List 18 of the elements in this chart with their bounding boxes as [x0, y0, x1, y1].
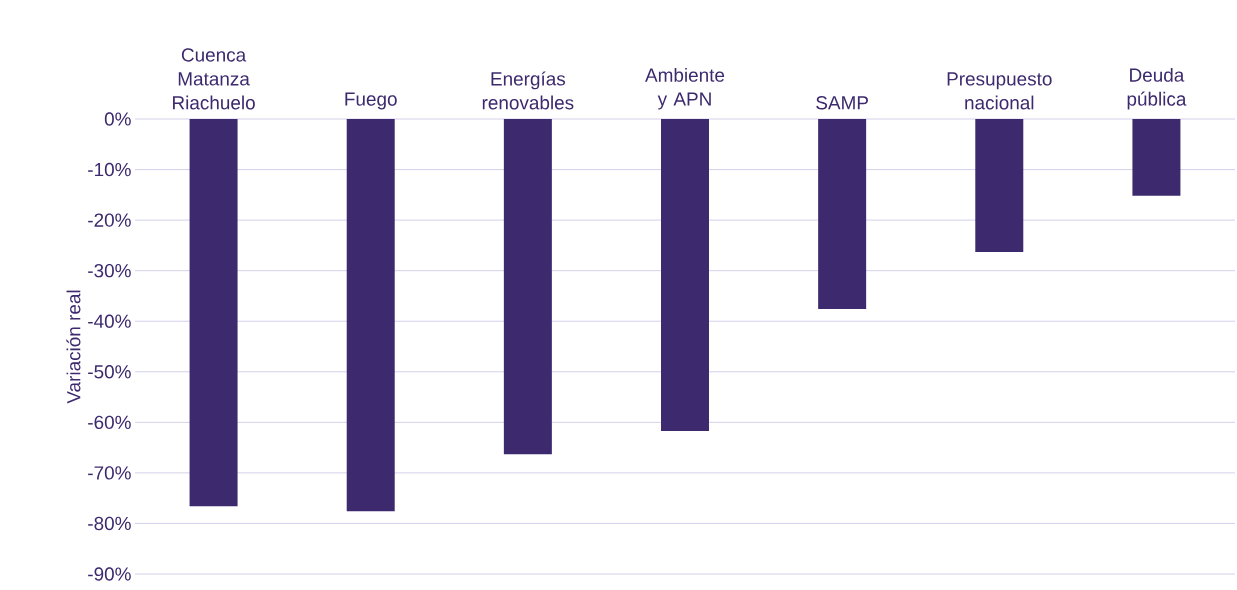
y-tick-label: -60%	[88, 415, 131, 430]
y-tick-label: -80%	[88, 516, 131, 531]
x-tick-label: Deuda pública	[1127, 67, 1187, 110]
x-tick-label: SAMP	[816, 96, 868, 110]
y-tick-label: -10%	[88, 162, 131, 177]
y-axis-title: Variación real	[66, 290, 81, 404]
x-tick-label: Ambiente y APN	[645, 67, 725, 110]
y-tick-label: -30%	[88, 263, 131, 278]
x-tick-label: Fuego	[345, 92, 397, 110]
y-tick-label: -90%	[88, 567, 131, 581]
y-tick-label: -20%	[88, 213, 131, 227]
x-tick-label: Presupuesto nacional	[947, 72, 1052, 110]
y-tick-label: 0%	[104, 112, 131, 126]
x-tick-label: Energías renovables	[482, 71, 574, 110]
y-tick-label: -40%	[88, 314, 131, 328]
y-tick-label: -50%	[88, 365, 131, 379]
x-tick-label: Cuenca Matanza Riachuelo	[173, 48, 255, 110]
y-tick-label: -70%	[88, 466, 131, 480]
